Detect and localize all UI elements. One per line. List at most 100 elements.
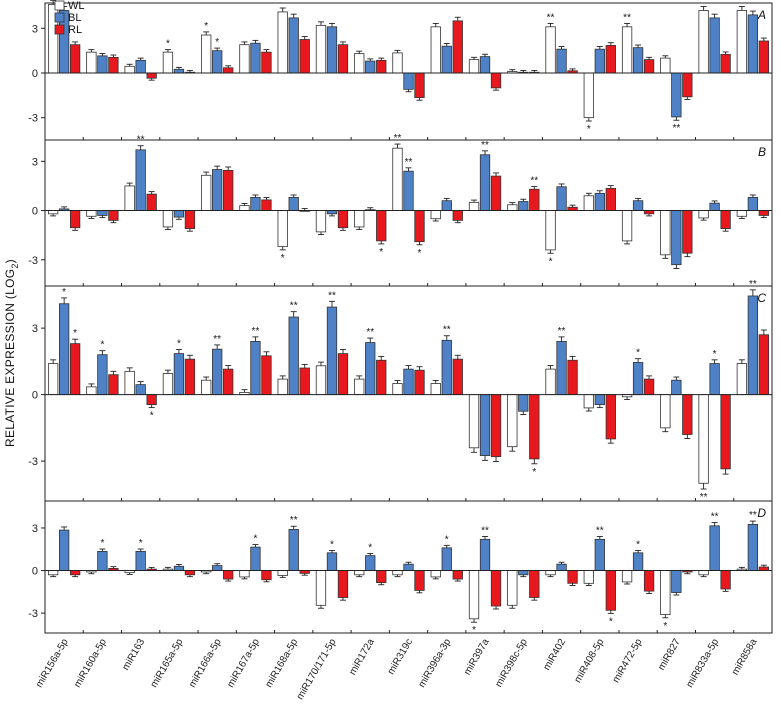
- bar-wl: [315, 570, 327, 606]
- bar-rl: [299, 39, 310, 74]
- bar-rl: [643, 378, 655, 396]
- y-tick-label: 0: [32, 390, 38, 402]
- bar-bl: [365, 60, 376, 74]
- bar-bl: [479, 538, 491, 571]
- bar-rl: [69, 343, 81, 396]
- panel-letter: A: [757, 8, 766, 22]
- significance-mark: **: [711, 512, 719, 523]
- bar-wl: [660, 210, 671, 256]
- x-category-label: miR166a-5p: [187, 637, 224, 690]
- bar-rl: [758, 334, 770, 396]
- significance-mark: *: [177, 339, 181, 350]
- bar-bl: [479, 154, 491, 211]
- bar-wl: [736, 210, 748, 217]
- bar-bl: [441, 547, 452, 571]
- significance-mark: **: [481, 526, 489, 537]
- bar-rl: [529, 188, 540, 211]
- significance-mark: *: [166, 39, 170, 50]
- bar-bl: [479, 394, 491, 456]
- bar-wl: [621, 570, 633, 583]
- bar-rl: [414, 570, 425, 591]
- bar-rl: [452, 210, 463, 221]
- bar-rl: [223, 570, 234, 580]
- bar-rl: [720, 570, 731, 590]
- bar-bl: [212, 50, 223, 74]
- bar-rl: [452, 20, 463, 74]
- bar-wl: [698, 10, 709, 74]
- bar-wl: [583, 394, 594, 409]
- bar-bl: [441, 339, 452, 396]
- bar-rl: [605, 45, 616, 74]
- bar-bl: [250, 42, 261, 74]
- bar-wl: [545, 210, 556, 251]
- bar-bl: [594, 538, 605, 571]
- bar-rl: [376, 210, 387, 242]
- significance-mark: **: [290, 515, 298, 526]
- bar-wl: [277, 570, 288, 576]
- bar-wl: [698, 570, 709, 576]
- bar-rl: [69, 210, 81, 229]
- bar-rl: [376, 59, 387, 74]
- panel-letter: C: [757, 291, 766, 305]
- bar-bl: [441, 200, 452, 211]
- y-tick-label: -3: [28, 113, 38, 125]
- x-category-label: miR396a-3p: [417, 637, 454, 690]
- significance-mark: *: [62, 287, 66, 298]
- bar-wl: [392, 52, 403, 74]
- bar-bl: [212, 169, 223, 211]
- bar-bl: [747, 14, 759, 74]
- bar-bl: [288, 197, 299, 211]
- bar-bl: [250, 197, 261, 211]
- bar-rl: [529, 394, 540, 460]
- bar-rl: [605, 187, 616, 211]
- bar-wl: [468, 59, 480, 74]
- bar-wl: [47, 363, 59, 396]
- bar-wl: [468, 201, 480, 211]
- bar-bl: [326, 306, 338, 396]
- significance-mark: **: [405, 157, 413, 168]
- bar-bl: [671, 379, 682, 396]
- bar-rl: [261, 51, 272, 74]
- bar-rl: [146, 193, 157, 211]
- bar-rl: [146, 72, 157, 79]
- y-tick-label: 3: [32, 23, 38, 35]
- significance-mark: **: [672, 123, 680, 134]
- y-tick-label: 3: [32, 323, 38, 335]
- bar-wl: [201, 34, 212, 74]
- bar-bl: [518, 570, 529, 576]
- bar-bl: [135, 384, 146, 396]
- bar-rl: [720, 53, 731, 74]
- bar-rl: [567, 359, 578, 396]
- legend-swatch-rl: [54, 24, 65, 35]
- bar-rl: [223, 67, 234, 74]
- x-category-label: miR156a-5p: [34, 637, 71, 690]
- significance-mark: *: [609, 616, 613, 627]
- bar-rl: [299, 367, 310, 396]
- significance-mark: *: [549, 256, 553, 267]
- bar-bl: [97, 55, 108, 74]
- panel-letter: B: [758, 145, 766, 159]
- significance-mark: *: [379, 247, 383, 258]
- bar-bl: [594, 394, 605, 405]
- bar-rl: [643, 59, 655, 74]
- bar-rl: [108, 56, 119, 74]
- x-category-label: miR167a-5p: [225, 637, 262, 690]
- significance-mark: *: [368, 542, 372, 553]
- bar-wl: [736, 363, 748, 396]
- x-category-label: miR163: [120, 637, 147, 673]
- significance-mark: *: [100, 340, 104, 351]
- bar-wl: [736, 10, 748, 74]
- bar-bl: [288, 528, 299, 571]
- bar-bl: [709, 17, 720, 74]
- bar-bl: [212, 348, 223, 396]
- x-category-label: miR408-5p: [572, 637, 606, 685]
- bar-wl: [583, 570, 594, 584]
- bar-rl: [682, 72, 693, 98]
- bar-rl: [605, 570, 616, 611]
- bar-rl: [184, 210, 196, 229]
- bar-wl: [354, 53, 365, 74]
- bar-rl: [414, 210, 425, 243]
- bar-wl: [354, 378, 365, 396]
- bar-bl: [212, 565, 223, 571]
